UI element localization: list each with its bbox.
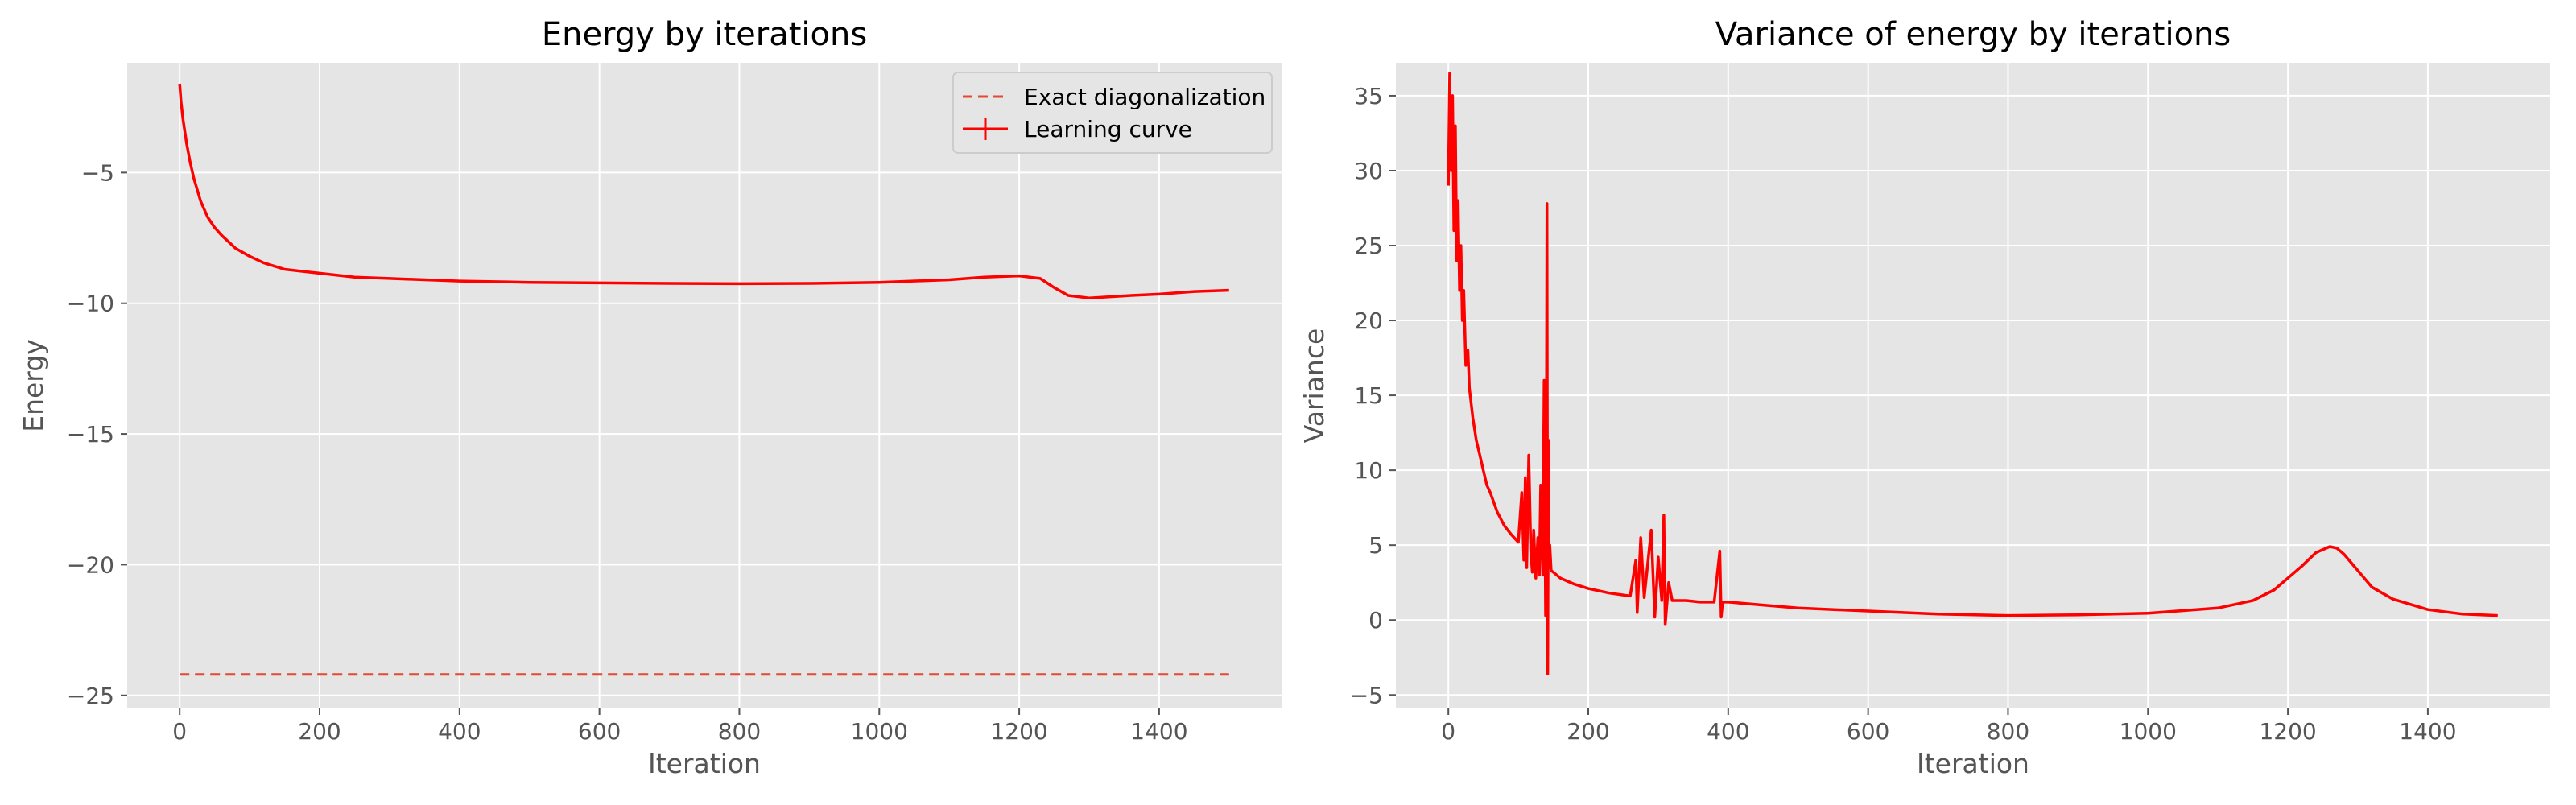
variance-x-tick-label: 200 — [1567, 718, 1609, 745]
energy-legend-label: Exact diagonalization — [1024, 84, 1265, 110]
variance-x-tick-label: 1000 — [2120, 718, 2177, 745]
variance-series-line — [1447, 72, 2498, 675]
variance-x-tick-label: 0 — [1441, 718, 1455, 745]
energy-x-tick-label: 0 — [172, 718, 187, 745]
energy-x-tick-label: 400 — [438, 718, 481, 745]
energy-legend-box — [952, 72, 1273, 154]
variance-y-tick-label: 30 — [1354, 158, 1383, 184]
energy-x-tick-label: 1000 — [851, 718, 908, 745]
energy-x-tick-label: 200 — [298, 718, 341, 745]
energy-y-axis-label: Energy — [18, 339, 49, 432]
energy-x-tick-label: 1200 — [990, 718, 1047, 745]
energy-legend: Exact diagonalization Learning curve — [952, 72, 1273, 154]
energy-y-tick-label: −5 — [81, 159, 114, 186]
energy-y-tick-label: −20 — [67, 551, 114, 578]
variance-plot-area — [1396, 63, 2550, 708]
energy-legend-label: Learning curve — [1024, 116, 1192, 142]
energy-x-tick-label: 1400 — [1130, 718, 1187, 745]
energy-x-tick-label: 800 — [718, 718, 761, 745]
variance-x-tick-label: 800 — [1987, 718, 2029, 745]
energy-plot-area — [127, 63, 1282, 708]
variance-y-axis-label: Variance — [1298, 328, 1330, 444]
energy-chart: 0 200 400 600 800 1000 1200 1400 −25 −20 −15 −10 −5 E… — [18, 16, 1282, 779]
variance-y-tick-label: 20 — [1354, 308, 1383, 334]
energy-x-axis-label: Iteration — [648, 748, 761, 779]
energy-series-learning-curve — [178, 83, 1229, 299]
energy-chart-title: Energy by iterations — [542, 16, 867, 53]
variance-chart: 0 200 400 600 800 1000 1200 1400 −5 0 5 10 15 20 25 30 3… — [1298, 16, 2550, 779]
energy-y-tick-label: −10 — [67, 291, 114, 317]
variance-chart-title: Variance of energy by iterations — [1715, 16, 2231, 53]
variance-y-tick-label: 25 — [1354, 233, 1383, 259]
variance-y-tick-label: −5 — [1350, 682, 1383, 708]
variance-x-tick-label: 1400 — [2399, 718, 2456, 745]
variance-x-tick-label: 400 — [1707, 718, 1749, 745]
energy-y-tick-label: −15 — [67, 421, 114, 448]
variance-y-tick-label: 15 — [1354, 382, 1383, 409]
variance-y-tick-label: 5 — [1368, 532, 1383, 559]
variance-y-tick-label: 10 — [1354, 457, 1383, 484]
energy-y-tick-label: −25 — [67, 683, 114, 709]
variance-y-tick-label: 35 — [1354, 83, 1383, 109]
variance-x-tick-label: 600 — [1847, 718, 1889, 745]
variance-x-tick-label: 1200 — [2259, 718, 2316, 745]
variance-x-axis-label: Iteration — [1917, 748, 2029, 779]
variance-y-tick-label: 0 — [1368, 607, 1383, 634]
energy-x-tick-label: 600 — [578, 718, 621, 745]
